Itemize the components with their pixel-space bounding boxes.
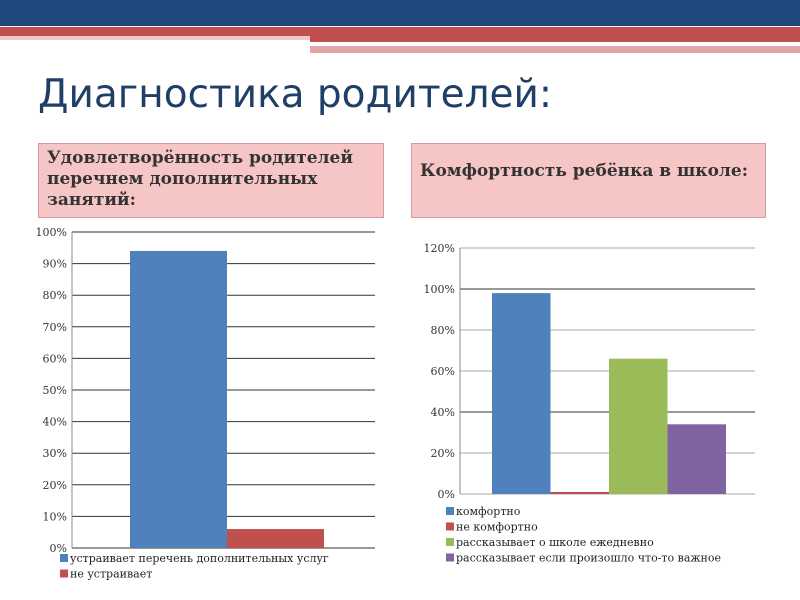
y-tick-label: 90% <box>43 258 67 271</box>
y-tick-label: 80% <box>43 289 67 302</box>
y-tick-label: 20% <box>43 479 67 492</box>
y-tick-label: 40% <box>43 416 67 429</box>
y-tick-label: 50% <box>43 384 67 397</box>
y-tick-label: 20% <box>431 447 455 460</box>
y-tick-label: 0% <box>50 542 67 555</box>
legend-label: комфортно <box>456 505 521 518</box>
legend-label: не устраивает <box>70 568 152 581</box>
y-tick-label: 120% <box>424 242 455 255</box>
header-accent-fade <box>0 36 310 40</box>
bar <box>492 293 551 494</box>
legend-swatch <box>446 522 454 531</box>
y-tick-label: 60% <box>431 365 455 378</box>
bar <box>130 250 227 548</box>
y-tick-label: 40% <box>431 406 455 419</box>
chart-title-right: Комфортность ребёнка в школе: <box>411 143 766 218</box>
y-tick-label: 10% <box>43 510 67 523</box>
header-accent-2 <box>310 36 800 42</box>
bar <box>667 424 726 494</box>
y-tick-label: 80% <box>431 324 455 337</box>
legend-swatch <box>60 569 68 578</box>
legend-label: рассказывает если произошло что-то важно… <box>456 552 721 565</box>
page-title: Диагностика родителей: <box>38 72 552 117</box>
header-band <box>0 0 800 26</box>
legend-swatch <box>446 538 454 546</box>
header-accent-3 <box>310 46 800 53</box>
y-tick-label: 30% <box>43 447 67 460</box>
y-tick-label: 100% <box>424 283 455 296</box>
header-accent <box>0 27 800 36</box>
y-tick-label: 60% <box>43 352 67 365</box>
bar <box>227 529 324 548</box>
legend-label: не комфортно <box>456 521 538 534</box>
y-tick-label: 100% <box>36 226 67 239</box>
legend-label: устраивает перечень дополнительных услуг <box>70 552 329 565</box>
y-tick-label: 0% <box>438 488 455 501</box>
legend-swatch <box>446 507 454 515</box>
bar <box>609 358 668 494</box>
legend-swatch <box>60 554 68 562</box>
bar <box>550 491 609 494</box>
chart-title-left: Удовлетворённость родителей перечнем доп… <box>38 143 384 218</box>
legend-label: рассказывает о школе ежедневно <box>456 536 654 549</box>
legend-swatch <box>446 553 454 562</box>
y-tick-label: 70% <box>43 321 67 334</box>
